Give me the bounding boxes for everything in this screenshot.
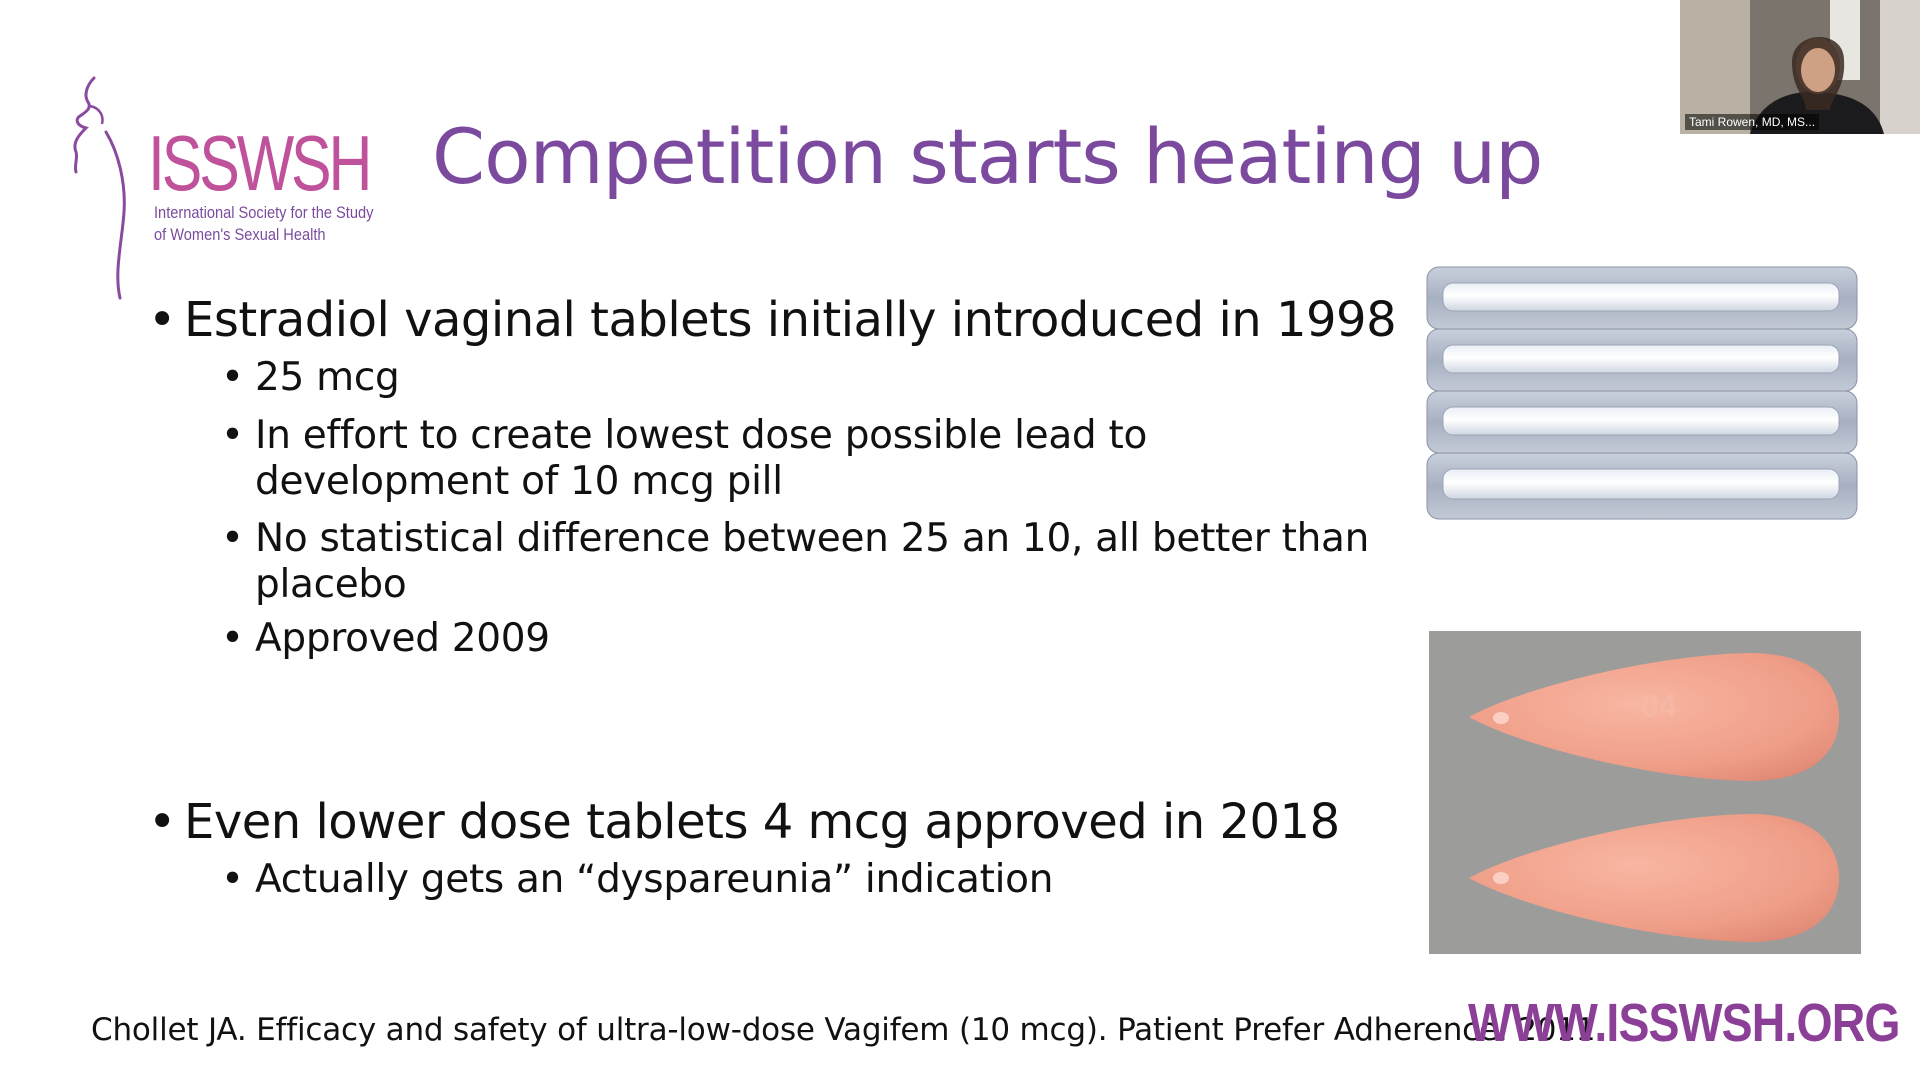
bullet-1: • Estradiol vaginal tablets initially in… [148,292,1397,348]
bullet-dot: • [221,413,244,458]
logo-wordmark: ISSWSH [148,119,372,207]
bullet-2: • Even lower dose tablets 4 mcg approved… [148,794,1340,850]
participant-name-label: Tami Rowen, MD, MS... [1685,114,1820,130]
participant-video-tile[interactable]: Tami Rowen, MD, MS... [1680,0,1920,134]
slide-title: Competition starts heating up [432,112,1543,201]
woman-silhouette-icon [73,76,126,300]
sub-bullet-2-1: • Actually gets an “dyspareunia” indicat… [221,857,1054,903]
logo-subtitle: International Society for the Study of W… [154,202,378,246]
sub-bullet-text: Actually gets an “dyspareunia” indicatio… [255,857,1054,902]
bullet-text: Even lower dose tablets 4 mcg approved i… [184,794,1340,850]
bullet-dot: • [221,355,244,400]
sub-bullet-text-line-1: No statistical difference between 25 an … [255,516,1370,561]
sub-bullet-text: 25 mcg [255,355,400,400]
sub-bullet-1-4: • Approved 2009 [221,616,550,662]
sub-bullet-text: Approved 2009 [255,616,550,661]
citation-text: Chollet JA. Efficacy and safety of ultra… [91,1012,1605,1048]
bullet-dot: • [148,794,176,850]
sub-bullet-text-line-1: In effort to create lowest dose possible… [255,413,1148,458]
pink-tablets-image: 04 [1429,631,1861,954]
bullet-dot: • [148,292,176,348]
logo-subtitle-line-1: International Society for the Study [154,203,374,222]
sub-bullet-1-3: • No statistical difference between 25 a… [221,516,1370,608]
pill-imprint: 04 [1641,688,1677,724]
bullet-text: Estradiol vaginal tablets initially intr… [184,292,1397,348]
isswsh-website-url: WWW.ISSWSH.ORG [1468,993,1901,1053]
bullet-dot: • [221,616,244,661]
bullet-dot: • [221,516,244,561]
logo-subtitle-line-2: of Women's Sexual Health [154,225,326,244]
isswsh-logo: ISSWSH International Society for the Stu… [70,72,373,302]
bullet-dot: • [221,857,244,902]
sub-bullet-text-line-2: placebo [255,562,407,607]
sub-bullet-1-1: • 25 mcg [221,355,400,401]
sub-bullet-1-2: • In effort to create lowest dose possib… [221,413,1148,505]
blister-pack-image [1423,265,1861,525]
sub-bullet-text-line-2: development of 10 mcg pill [255,459,783,504]
